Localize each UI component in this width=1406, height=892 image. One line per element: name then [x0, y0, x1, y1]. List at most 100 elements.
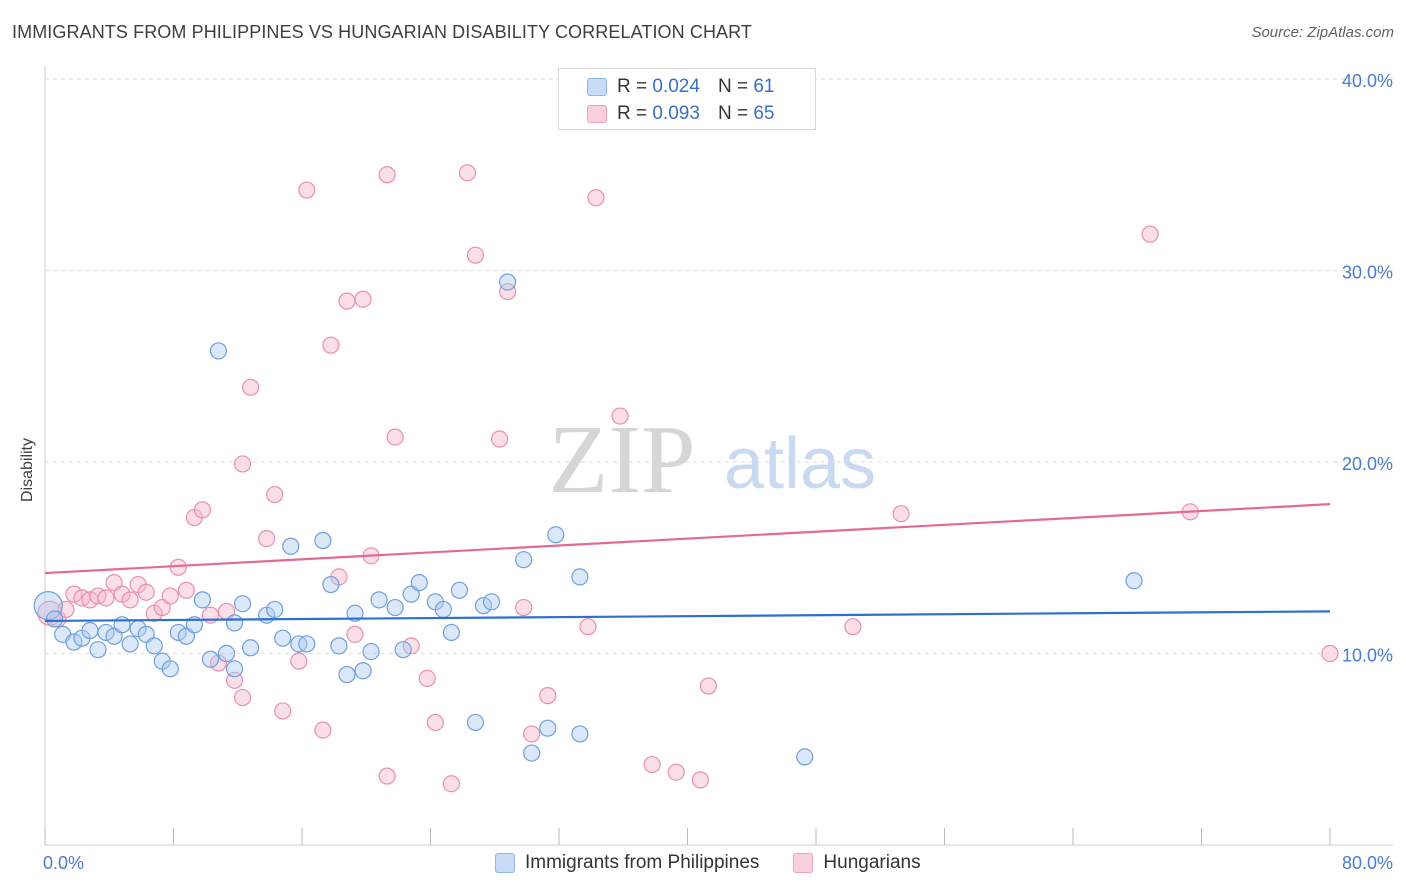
trend-line-philippines — [44, 610, 1331, 623]
point-philippines — [499, 273, 517, 291]
series-hungarians — [37, 164, 1339, 793]
point-philippines — [338, 665, 356, 684]
point-hungarians — [346, 625, 364, 643]
point-hungarians — [274, 702, 292, 720]
point-hungarians — [161, 587, 179, 605]
legend-item-philippines[interactable]: Immigrants from Philippines — [495, 852, 759, 874]
point-philippines — [161, 660, 179, 678]
point-hungarians — [499, 282, 517, 301]
point-philippines — [571, 725, 589, 743]
point-philippines — [539, 719, 557, 737]
point-hungarians — [426, 713, 444, 732]
point-hungarians — [322, 336, 340, 354]
x-tick-label: 80.0% — [1342, 853, 1393, 873]
point-philippines — [145, 637, 163, 655]
point-philippines — [201, 650, 220, 668]
point-hungarians — [643, 755, 661, 774]
point-hungarians — [466, 246, 485, 264]
stats-legend: R = 0.024 N = 61 R = 0.093 N = 65 — [558, 68, 816, 130]
legend-r-value: 0.093 — [652, 103, 700, 124]
y-tick-label: 40.0% — [1342, 71, 1393, 91]
series-legend: Immigrants from Philippines Hungarians — [495, 852, 955, 874]
point-philippines — [113, 616, 131, 634]
point-hungarians — [523, 725, 541, 743]
point-philippines — [89, 641, 107, 659]
point-philippines — [515, 551, 533, 569]
point-hungarians — [338, 292, 356, 310]
point-philippines — [1125, 572, 1143, 590]
point-philippines — [346, 604, 364, 622]
point-philippines — [330, 637, 348, 655]
watermark: ZIP atlas — [549, 406, 877, 514]
legend-r-value: 0.024 — [652, 76, 700, 97]
point-philippines — [81, 621, 99, 640]
point-hungarians — [515, 598, 533, 617]
point-philippines — [193, 591, 212, 609]
point-hungarians — [354, 290, 372, 308]
point-hungarians — [458, 164, 477, 182]
point-hungarians — [418, 669, 436, 687]
legend-n-label: N = — [717, 103, 749, 124]
point-hungarians — [137, 583, 155, 601]
legend-n-value: 61 — [753, 76, 775, 97]
legend-r-label: R = — [617, 103, 648, 124]
point-philippines — [523, 744, 541, 762]
legend-row-hungarians: R = 0.093 N = 65 — [587, 102, 774, 126]
point-philippines — [410, 574, 428, 592]
point-hungarians — [177, 581, 195, 599]
point-hungarians — [1141, 225, 1159, 243]
point-philippines — [386, 598, 404, 617]
trend-line-hungarians — [44, 503, 1331, 575]
point-philippines — [394, 641, 412, 659]
tick-labels: 10.0% 20.0% 30.0% 40.0% 0.0% 80.0% — [43, 71, 1393, 873]
legend-label-hungarians: Hungarians — [823, 852, 921, 873]
point-philippines — [474, 597, 493, 615]
point-philippines — [282, 537, 300, 555]
point-hungarians — [539, 687, 557, 705]
point-philippines — [266, 600, 284, 619]
point-philippines — [97, 623, 115, 642]
chart-title: IMMIGRANTS FROM PHILIPPINES VS HUNGARIAN… — [12, 22, 753, 42]
y-tick-label: 10.0% — [1342, 646, 1393, 666]
point-hungarians — [290, 652, 308, 670]
grid-lines — [45, 78, 1393, 654]
point-philippines — [225, 660, 244, 678]
point-philippines — [298, 635, 316, 653]
point-philippines — [217, 644, 236, 663]
trend-lines — [44, 503, 1331, 623]
point-hungarians — [579, 618, 597, 636]
point-philippines — [450, 581, 469, 599]
point-hungarians — [258, 529, 276, 548]
point-philippines — [571, 568, 589, 586]
point-philippines — [169, 623, 187, 642]
legend-label-philippines: Immigrants from Philippines — [525, 852, 760, 873]
point-philippines — [65, 633, 83, 651]
point-hungarians — [490, 430, 509, 448]
point-philippines — [434, 600, 452, 619]
point-hungarians — [844, 618, 862, 636]
point-philippines — [547, 526, 565, 544]
point-philippines — [121, 635, 139, 653]
point-hungarians — [242, 378, 260, 396]
point-philippines — [442, 623, 460, 642]
point-hungarians — [699, 677, 717, 695]
source-label: Source: ZipAtlas.com — [1251, 24, 1394, 41]
point-hungarians — [298, 181, 316, 199]
point-hungarians — [378, 767, 396, 785]
point-philippines — [466, 713, 485, 732]
legend-item-hungarians[interactable]: Hungarians — [793, 852, 921, 874]
point-hungarians — [587, 189, 605, 207]
point-philippines — [796, 748, 814, 766]
point-hungarians — [1321, 644, 1339, 663]
watermark-atlas: atlas — [724, 424, 876, 504]
point-hungarians — [121, 591, 139, 609]
point-hungarians — [266, 485, 284, 504]
legend-row-philippines: R = 0.024 N = 61 — [587, 75, 774, 99]
point-hungarians — [691, 771, 709, 789]
point-philippines — [370, 591, 388, 609]
x-tick-label: 0.0% — [43, 853, 84, 873]
point-hungarians — [378, 166, 396, 184]
legend-n-value: 65 — [753, 103, 775, 124]
point-philippines — [362, 642, 380, 661]
point-hungarians — [193, 501, 212, 519]
